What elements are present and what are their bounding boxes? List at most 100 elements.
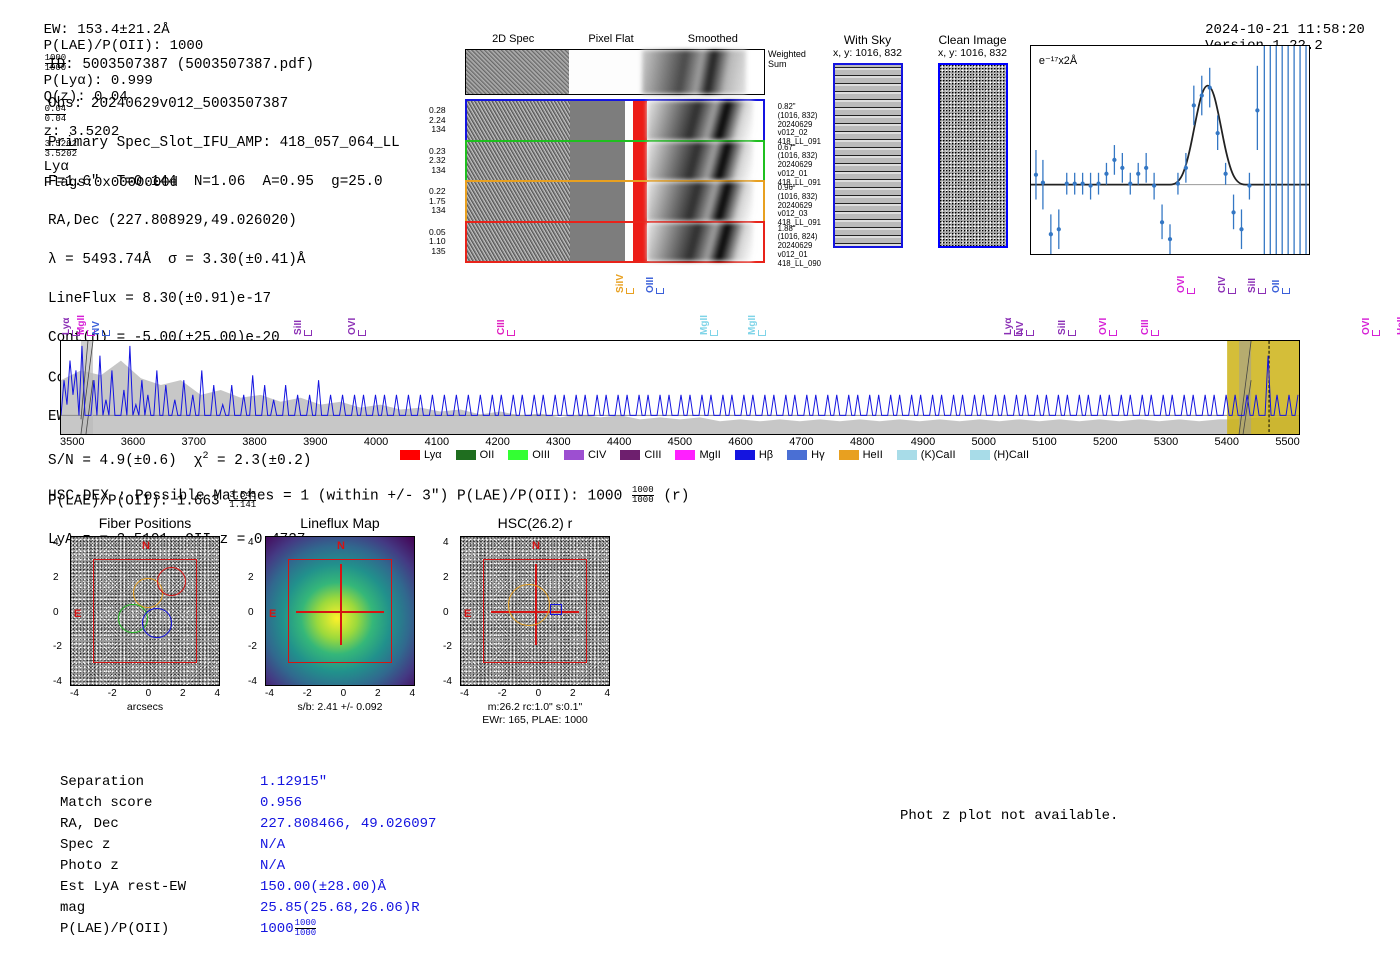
xaxis-tick-label: 4400 — [607, 436, 631, 448]
svg-text:e⁻¹⁷x2Å: e⁻¹⁷x2Å — [1039, 54, 1078, 67]
legend-swatch-icon — [508, 450, 528, 460]
spectral-line-label: Lyα — [1003, 318, 1014, 335]
xaxis-tick-label: 5300 — [1154, 436, 1178, 448]
xaxis-tick-label: 5100 — [1032, 436, 1056, 448]
legend-item-lyα: Lyα — [400, 449, 442, 461]
lambda-line: λ = 5493.74Å σ = 3.30(±0.41)Å — [48, 251, 429, 271]
spectral-line-label: MgII — [76, 315, 87, 335]
match-detail-row: Match score 0.956 — [60, 793, 436, 814]
main-spectrum-legend: Lyα OII OIII CIV CIII MgII Hβ Hγ HeII (K)CaII (H)C… — [400, 449, 1043, 461]
spectral-line-label: CIII — [1140, 319, 1151, 335]
hsc-square-blue — [550, 604, 562, 616]
xaxis-tick-label: 4900 — [911, 436, 935, 448]
lineflux-map-image[interactable]: 4 2 0 -2 -4 N E — [265, 536, 415, 686]
spectral-line-label: OVI — [1361, 318, 1372, 335]
main-spectrum-xaxis: 3500 3600 3700 3800 3900 4000 4100 4200 4300 4400… — [60, 436, 1300, 448]
match-detail-row: mag 25.85(25.68,26.06)R — [60, 898, 436, 919]
legend-item-oii: OII — [456, 449, 495, 461]
xaxis-tick-label: 3700 — [182, 436, 206, 448]
radec-line: RA,Dec (227.808929,49.026020) — [48, 212, 429, 232]
fparams-line: F=1.6" T=0.144 N=1.06 A=0.95 g=25.0 — [48, 173, 429, 193]
legend-item-heii: HeII — [839, 449, 883, 461]
xaxis-tick-label: 3600 — [121, 436, 145, 448]
fiber-positions-image[interactable]: 4 2 0 -2 -4 N E — [70, 536, 220, 686]
legend-item-civ: CIV — [564, 449, 606, 461]
spectral-line-label: NV — [1015, 321, 1026, 335]
legend-item-hβ: Hβ — [735, 449, 773, 461]
compass-n-icon-2: N — [337, 540, 345, 552]
xaxis-tick-label: 4800 — [850, 436, 874, 448]
hsc-rband-image[interactable]: 4 2 0 -2 -4 N E — [460, 536, 610, 686]
fiber-positions-panel: Fiber Positions 4 2 0 -2 -4 N E -4 -2 0 2 4 arcs… — [60, 515, 230, 745]
legend-item-ciii: CIII — [620, 449, 661, 461]
legend-swatch-icon — [675, 450, 695, 460]
xaxis-tick-label: 3500 — [60, 436, 84, 448]
xaxis-tick-label: 5200 — [1093, 436, 1117, 448]
compass-n-icon: N — [142, 540, 150, 552]
spectral-line-label: OVI — [347, 318, 358, 335]
lineflux-map-panel: Lineflux Map 4 2 0 -2 -4 N E -4 -2 0 2 4 s/b: 2.… — [255, 515, 425, 745]
spectral-line-label: CIII — [496, 319, 507, 335]
sky-clean-panel: With Sky x, y: 1016, 832 Clean Image x, … — [820, 33, 1020, 263]
photz-not-available: Phot z plot not available. — [900, 808, 1118, 824]
fiber-spec-rows: 0.28 2.24 134 0.82" (1016, 832) 20240629… — [465, 99, 765, 263]
spectral-line-label: OVI — [1176, 276, 1187, 293]
legend-swatch-icon — [735, 450, 755, 460]
spectral-line-label: OVI — [1098, 318, 1109, 335]
match-detail-row: Photo z N/A — [60, 856, 436, 877]
legend-swatch-icon — [787, 450, 807, 460]
legend-swatch-icon — [839, 450, 859, 460]
obs-line: Obs: 20240629v012_5003507387 — [48, 95, 429, 115]
xaxis-tick-label: 5500 — [1275, 436, 1299, 448]
fiber-circle-blue — [142, 608, 172, 638]
compass-e-icon-3: E — [464, 608, 471, 620]
spectral-line-label: NV — [91, 321, 102, 335]
match-details-block: Separation 1.12915" Match score 0.956 RA, De… — [60, 772, 436, 940]
date-text: 2024-10-21 11:58:20 — [1205, 22, 1365, 38]
spec-row-fiber2: 0.23 2.32 134 0.67" (1016, 832) 20240629… — [465, 140, 765, 183]
sn-line: S/N = 4.9(±0.6) χ2 = 2.3(±0.2) — [48, 447, 429, 471]
match-detail-row: Est LyA rest-EW 150.00(±28.00)Å — [60, 877, 436, 898]
xaxis-tick-label: 4100 — [425, 436, 449, 448]
spectral-line-label: OII — [1271, 280, 1282, 293]
match-detail-row: RA, Dec 227.808466, 49.026097 — [60, 814, 436, 835]
match-detail-row: Separation 1.12915" — [60, 772, 436, 793]
legend-swatch-icon — [456, 450, 476, 460]
spec-row-fiber4: 0.05 1.10 135 1.88" (1016, 824) 20240629… — [465, 221, 765, 264]
xaxis-tick-label: 4600 — [728, 436, 752, 448]
xaxis-tick-label: 4500 — [668, 436, 692, 448]
spectral-line-label: OIII — [645, 277, 656, 293]
xaxis-tick-label: 3800 — [242, 436, 266, 448]
flux-fit-plot: e⁻¹⁷x2Å — [1030, 45, 1310, 255]
spectral-line-label: SiII — [1247, 278, 1258, 293]
clean-image-panel: Clean Image x, y: 1016, 832 — [925, 33, 1020, 248]
spec-row-fiber3: 0.22 1.75 134 0.96" (1016, 832) 20240629… — [465, 180, 765, 223]
match-detail-row: P(LAE)/P(OII) 1000 1000 1000 — [60, 919, 436, 940]
xaxis-tick-label: 4300 — [546, 436, 570, 448]
legend-swatch-icon — [400, 450, 420, 460]
legend-item-mgii: MgII — [675, 449, 720, 461]
main-spectrum-plot — [60, 340, 1300, 435]
xaxis-tick-label: 5400 — [1215, 436, 1239, 448]
clean-image — [938, 63, 1008, 248]
compass-n-icon-3: N — [532, 540, 540, 552]
specpanel-titles: 2D Spec Pixel Flat Smoothed — [465, 33, 765, 45]
spec-row-fiber1: 0.28 2.24 134 0.82" (1016, 832) 20240629… — [465, 99, 765, 142]
spectral-line-label: SiIV — [615, 274, 626, 293]
twod-spec-panel: 2D Spec Pixel Flat Smoothed Weighted Sum… — [465, 33, 765, 263]
spectral-line-label: MgII — [747, 315, 758, 335]
hsc-circle-orange — [508, 584, 549, 625]
legend-item-hγ: Hγ — [787, 449, 824, 461]
primary-line: Primary Spec_Slot_IFU_AMP: 418_057_064_L… — [48, 134, 429, 154]
legend-swatch-icon — [564, 450, 584, 460]
weighted-sum-row — [465, 49, 765, 95]
lineflux-crosshair-v — [340, 564, 342, 645]
legend-swatch-icon — [897, 450, 917, 460]
spectral-line-label: SiII — [293, 320, 304, 335]
with-sky-panel: With Sky x, y: 1016, 832 — [820, 33, 915, 248]
weighted-sum-label: Weighted Sum — [768, 49, 806, 69]
compass-e-icon: E — [74, 608, 81, 620]
legend-swatch-icon — [620, 450, 640, 460]
hsc-rband-panel: HSC(26.2) r 4 2 0 -2 -4 N E -4 -2 0 2 4 m:26.2 r… — [450, 515, 620, 745]
match-detail-row: Spec z N/A — [60, 835, 436, 856]
